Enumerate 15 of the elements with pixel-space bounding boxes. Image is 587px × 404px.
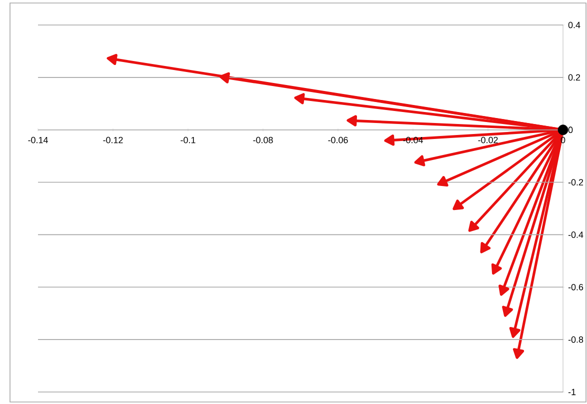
- x-tick-label: -0.1: [180, 136, 196, 144]
- x-tick-label: -0.04: [403, 136, 423, 144]
- x-tick-label: -0.02: [478, 136, 498, 144]
- y-tick-label: 0.2: [568, 74, 580, 81]
- y-tick-label: -0.4: [568, 232, 584, 238]
- y-tick-label: -0.6: [568, 284, 584, 290]
- y-tick-label: -0.8: [568, 336, 584, 343]
- y-tick-label: -0.2: [568, 179, 584, 186]
- x-tick-label: -0.08: [253, 136, 273, 144]
- y-tick-label: 0.4: [568, 22, 580, 28]
- x-tick-label: -0.12: [103, 136, 123, 144]
- x-tick-label: -0.14: [28, 136, 48, 144]
- x-tick-label: -0.06: [328, 136, 348, 144]
- y-tick-label: -1: [568, 388, 576, 396]
- y-tick-label: 0: [568, 126, 573, 134]
